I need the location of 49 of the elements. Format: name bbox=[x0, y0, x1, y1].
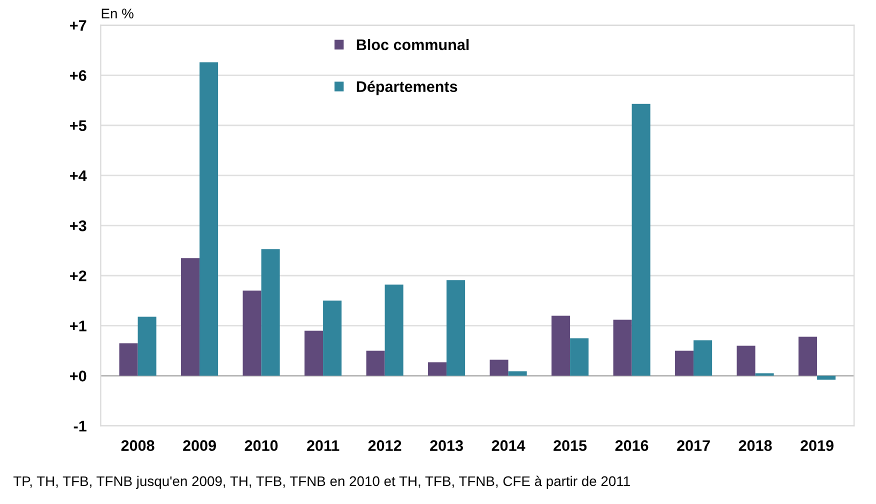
y-tick-label: +7 bbox=[70, 20, 86, 31]
x-tick-label: 2009 bbox=[183, 440, 216, 451]
bar bbox=[366, 350, 385, 376]
x-tick-label: 2014 bbox=[492, 440, 526, 451]
y-tick-label: -1 bbox=[74, 420, 86, 432]
bar bbox=[384, 284, 404, 376]
bar bbox=[261, 249, 280, 376]
x-tick-label: 2018 bbox=[738, 440, 772, 451]
x-tick-label: 2016 bbox=[615, 440, 648, 451]
bar bbox=[490, 360, 508, 376]
bar bbox=[428, 362, 447, 376]
bar bbox=[304, 330, 324, 376]
x-tick-label: 2019 bbox=[800, 440, 834, 451]
bar bbox=[675, 350, 694, 376]
bar bbox=[613, 320, 632, 376]
bar bbox=[694, 340, 712, 376]
x-tick-label: 2011 bbox=[307, 440, 340, 451]
y-tick-label: +1 bbox=[70, 320, 86, 332]
x-tick-label: 2015 bbox=[554, 440, 587, 451]
bar bbox=[570, 338, 589, 376]
bar bbox=[446, 280, 466, 376]
bar bbox=[508, 371, 527, 376]
bar bbox=[632, 104, 650, 376]
bar bbox=[119, 343, 138, 376]
x-tick-label: 2010 bbox=[244, 440, 278, 451]
bar bbox=[736, 346, 756, 376]
bar bbox=[755, 373, 774, 376]
y-tick-label: +2 bbox=[70, 270, 86, 282]
x-tick-label: 2012 bbox=[368, 440, 402, 451]
bar bbox=[200, 62, 218, 376]
y-tick-label: +5 bbox=[70, 120, 86, 132]
y-tick-label: +3 bbox=[70, 220, 86, 232]
x-tick-label: 2017 bbox=[677, 440, 710, 451]
text: TP, TH, TFB, TFNB jusqu'en 2009, TH, TFB, TFNB en 2010 et TH, TFB, TFNB, CFE à partir de 2011 bbox=[13, 476, 630, 489]
bar bbox=[323, 300, 342, 376]
y-axis-title: En % bbox=[102, 8, 134, 18]
bar bbox=[181, 258, 200, 376]
x-tick-label: 2008 bbox=[121, 440, 154, 451]
y-tick-label: +6 bbox=[70, 70, 86, 81]
bar bbox=[552, 316, 570, 376]
y-tick-label: +0 bbox=[70, 370, 86, 382]
legend-label: Bloc communal bbox=[356, 38, 469, 50]
bar bbox=[138, 316, 156, 376]
y-tick-label: +4 bbox=[70, 170, 87, 181]
x-tick-label: 2013 bbox=[430, 440, 463, 452]
bar bbox=[242, 290, 262, 376]
legend-label: Départements bbox=[356, 80, 458, 96]
bar bbox=[817, 376, 836, 380]
bar bbox=[798, 336, 818, 376]
